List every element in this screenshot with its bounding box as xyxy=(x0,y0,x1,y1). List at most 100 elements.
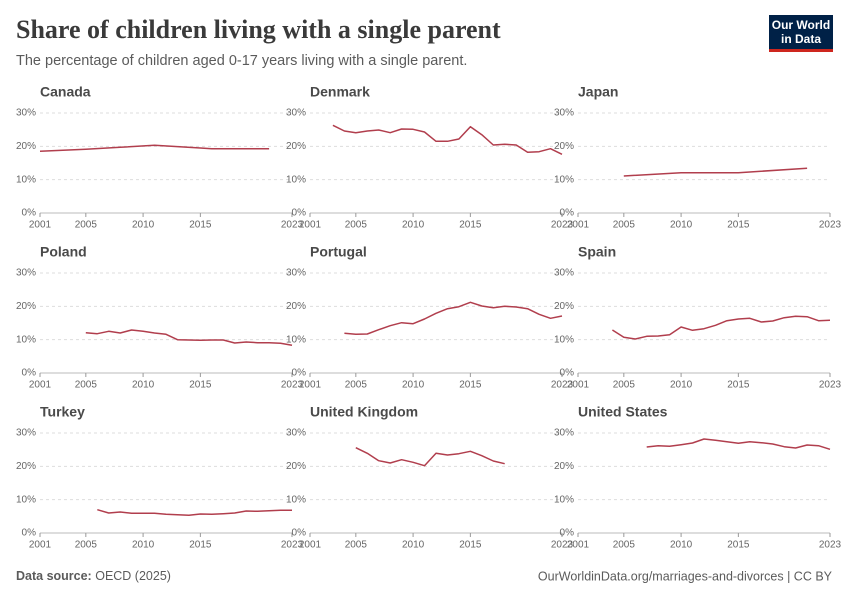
chart-title: Share of children living with a single p… xyxy=(16,15,501,44)
data-line xyxy=(344,301,563,336)
data-line xyxy=(355,447,505,467)
panel-title: Denmark xyxy=(310,84,370,100)
x-tick-label: 2010 xyxy=(670,540,693,551)
panel: Poland 0% 10% 20% 30% 2001 2005 2010 2015 2023 xyxy=(16,244,304,391)
y-tick-label: 20% xyxy=(16,461,36,472)
panel-title: Japan xyxy=(578,84,618,100)
y-tick-label: 30% xyxy=(286,268,306,279)
y-tick-label: 10% xyxy=(286,174,306,185)
y-tick-label: 30% xyxy=(554,268,574,279)
panel: United States 0% 10% 20% 30% 2001 2005 2010 2015… xyxy=(554,404,842,551)
source-label: Data source: xyxy=(16,569,92,583)
x-tick-label: 2005 xyxy=(75,220,98,231)
y-tick-label: 0% xyxy=(560,368,575,379)
data-line xyxy=(85,329,293,347)
x-tick-label: 2023 xyxy=(551,540,574,551)
y-tick-label: 0% xyxy=(560,528,575,539)
panel-title: Turkey xyxy=(40,404,85,420)
chart-subtitle: The percentage of children aged 0-17 yea… xyxy=(16,53,467,69)
x-tick-label: 2005 xyxy=(345,220,368,231)
y-tick-label: 30% xyxy=(286,108,306,119)
panel: United Kingdom 0% 10% 20% 30% 2001 2005 2010 201… xyxy=(286,404,574,551)
x-tick-label: 2015 xyxy=(459,540,482,551)
logo-bar xyxy=(769,49,833,52)
logo-text: in Data xyxy=(781,32,821,46)
panel: Spain 0% 10% 20% 30% 2001 2005 2010 2015 2023 xyxy=(554,244,842,391)
x-tick-label: 2001 xyxy=(567,380,590,391)
y-tick-label: 10% xyxy=(16,174,36,185)
source: Data source: OECD (2025) xyxy=(16,569,171,583)
y-tick-label: 30% xyxy=(286,428,306,439)
y-tick-label: 30% xyxy=(16,428,36,439)
data-line xyxy=(97,508,292,517)
y-tick-label: 20% xyxy=(554,301,574,312)
y-tick-label: 20% xyxy=(16,141,36,152)
panel-title: Poland xyxy=(40,244,87,260)
x-tick-label: 2001 xyxy=(299,380,322,391)
x-tick-label: 2023 xyxy=(819,220,842,231)
x-tick-label: 2001 xyxy=(567,220,590,231)
x-tick-label: 2015 xyxy=(727,220,750,231)
panel-title: Canada xyxy=(40,84,91,100)
x-tick-label: 2005 xyxy=(75,540,98,551)
y-tick-label: 20% xyxy=(286,301,306,312)
x-tick-label: 2001 xyxy=(29,380,52,391)
x-tick-label: 2015 xyxy=(727,380,750,391)
y-tick-label: 30% xyxy=(554,428,574,439)
y-tick-label: 30% xyxy=(16,268,36,279)
y-tick-label: 20% xyxy=(286,461,306,472)
y-tick-label: 0% xyxy=(22,368,37,379)
y-tick-label: 20% xyxy=(554,461,574,472)
y-tick-label: 10% xyxy=(554,494,574,505)
x-tick-label: 2010 xyxy=(132,220,155,231)
data-line xyxy=(39,144,270,153)
x-tick-label: 2001 xyxy=(567,540,590,551)
y-tick-label: 10% xyxy=(16,334,36,345)
x-tick-label: 2023 xyxy=(281,220,304,231)
panel-title: United Kingdom xyxy=(310,404,418,420)
logo-box xyxy=(769,15,833,52)
x-tick-label: 2010 xyxy=(402,540,425,551)
x-tick-label: 2010 xyxy=(132,540,155,551)
y-tick-label: 10% xyxy=(286,494,306,505)
logo[interactable]: Our World in Data xyxy=(769,15,833,52)
x-tick-label: 2001 xyxy=(29,540,52,551)
x-tick-label: 2010 xyxy=(670,220,693,231)
data-line xyxy=(332,124,563,155)
x-tick-label: 2015 xyxy=(189,540,212,551)
y-tick-label: 10% xyxy=(286,334,306,345)
x-tick-label: 2023 xyxy=(281,540,304,551)
panel: Canada 0% 10% 20% 30% 2001 2005 2010 2015 2023 xyxy=(16,84,304,231)
y-tick-label: 0% xyxy=(22,528,37,539)
x-tick-label: 2015 xyxy=(189,380,212,391)
y-tick-label: 10% xyxy=(554,174,574,185)
x-tick-label: 2005 xyxy=(613,540,636,551)
x-tick-label: 2001 xyxy=(299,540,322,551)
x-tick-label: 2005 xyxy=(345,540,368,551)
x-tick-label: 2010 xyxy=(670,380,693,391)
x-tick-label: 2023 xyxy=(819,540,842,551)
panel: Denmark 0% 10% 20% 30% 2001 2005 2010 2015 2023 xyxy=(286,84,574,231)
x-tick-label: 2010 xyxy=(132,380,155,391)
source-link[interactable]: OurWorldinData.org/marriages-and-divorce… xyxy=(538,569,833,583)
y-tick-label: 20% xyxy=(16,301,36,312)
x-tick-label: 2010 xyxy=(402,380,425,391)
panel-title: Spain xyxy=(578,244,616,260)
data-line xyxy=(623,167,808,177)
x-tick-label: 2015 xyxy=(459,380,482,391)
data-line xyxy=(646,438,831,451)
y-tick-label: 10% xyxy=(554,334,574,345)
x-tick-label: 2005 xyxy=(613,380,636,391)
source-text: OECD (2025) xyxy=(95,569,171,583)
panel: Japan 0% 10% 20% 30% 2001 2005 2010 2015 2023 xyxy=(554,84,842,231)
panel-title: Portugal xyxy=(310,244,367,260)
x-tick-label: 2015 xyxy=(727,540,750,551)
x-tick-label: 2023 xyxy=(551,380,574,391)
y-tick-label: 0% xyxy=(560,208,575,219)
y-tick-label: 20% xyxy=(554,141,574,152)
y-tick-label: 0% xyxy=(292,528,307,539)
panel-title: United States xyxy=(578,404,668,420)
y-tick-label: 30% xyxy=(16,108,36,119)
x-tick-label: 2023 xyxy=(551,220,574,231)
